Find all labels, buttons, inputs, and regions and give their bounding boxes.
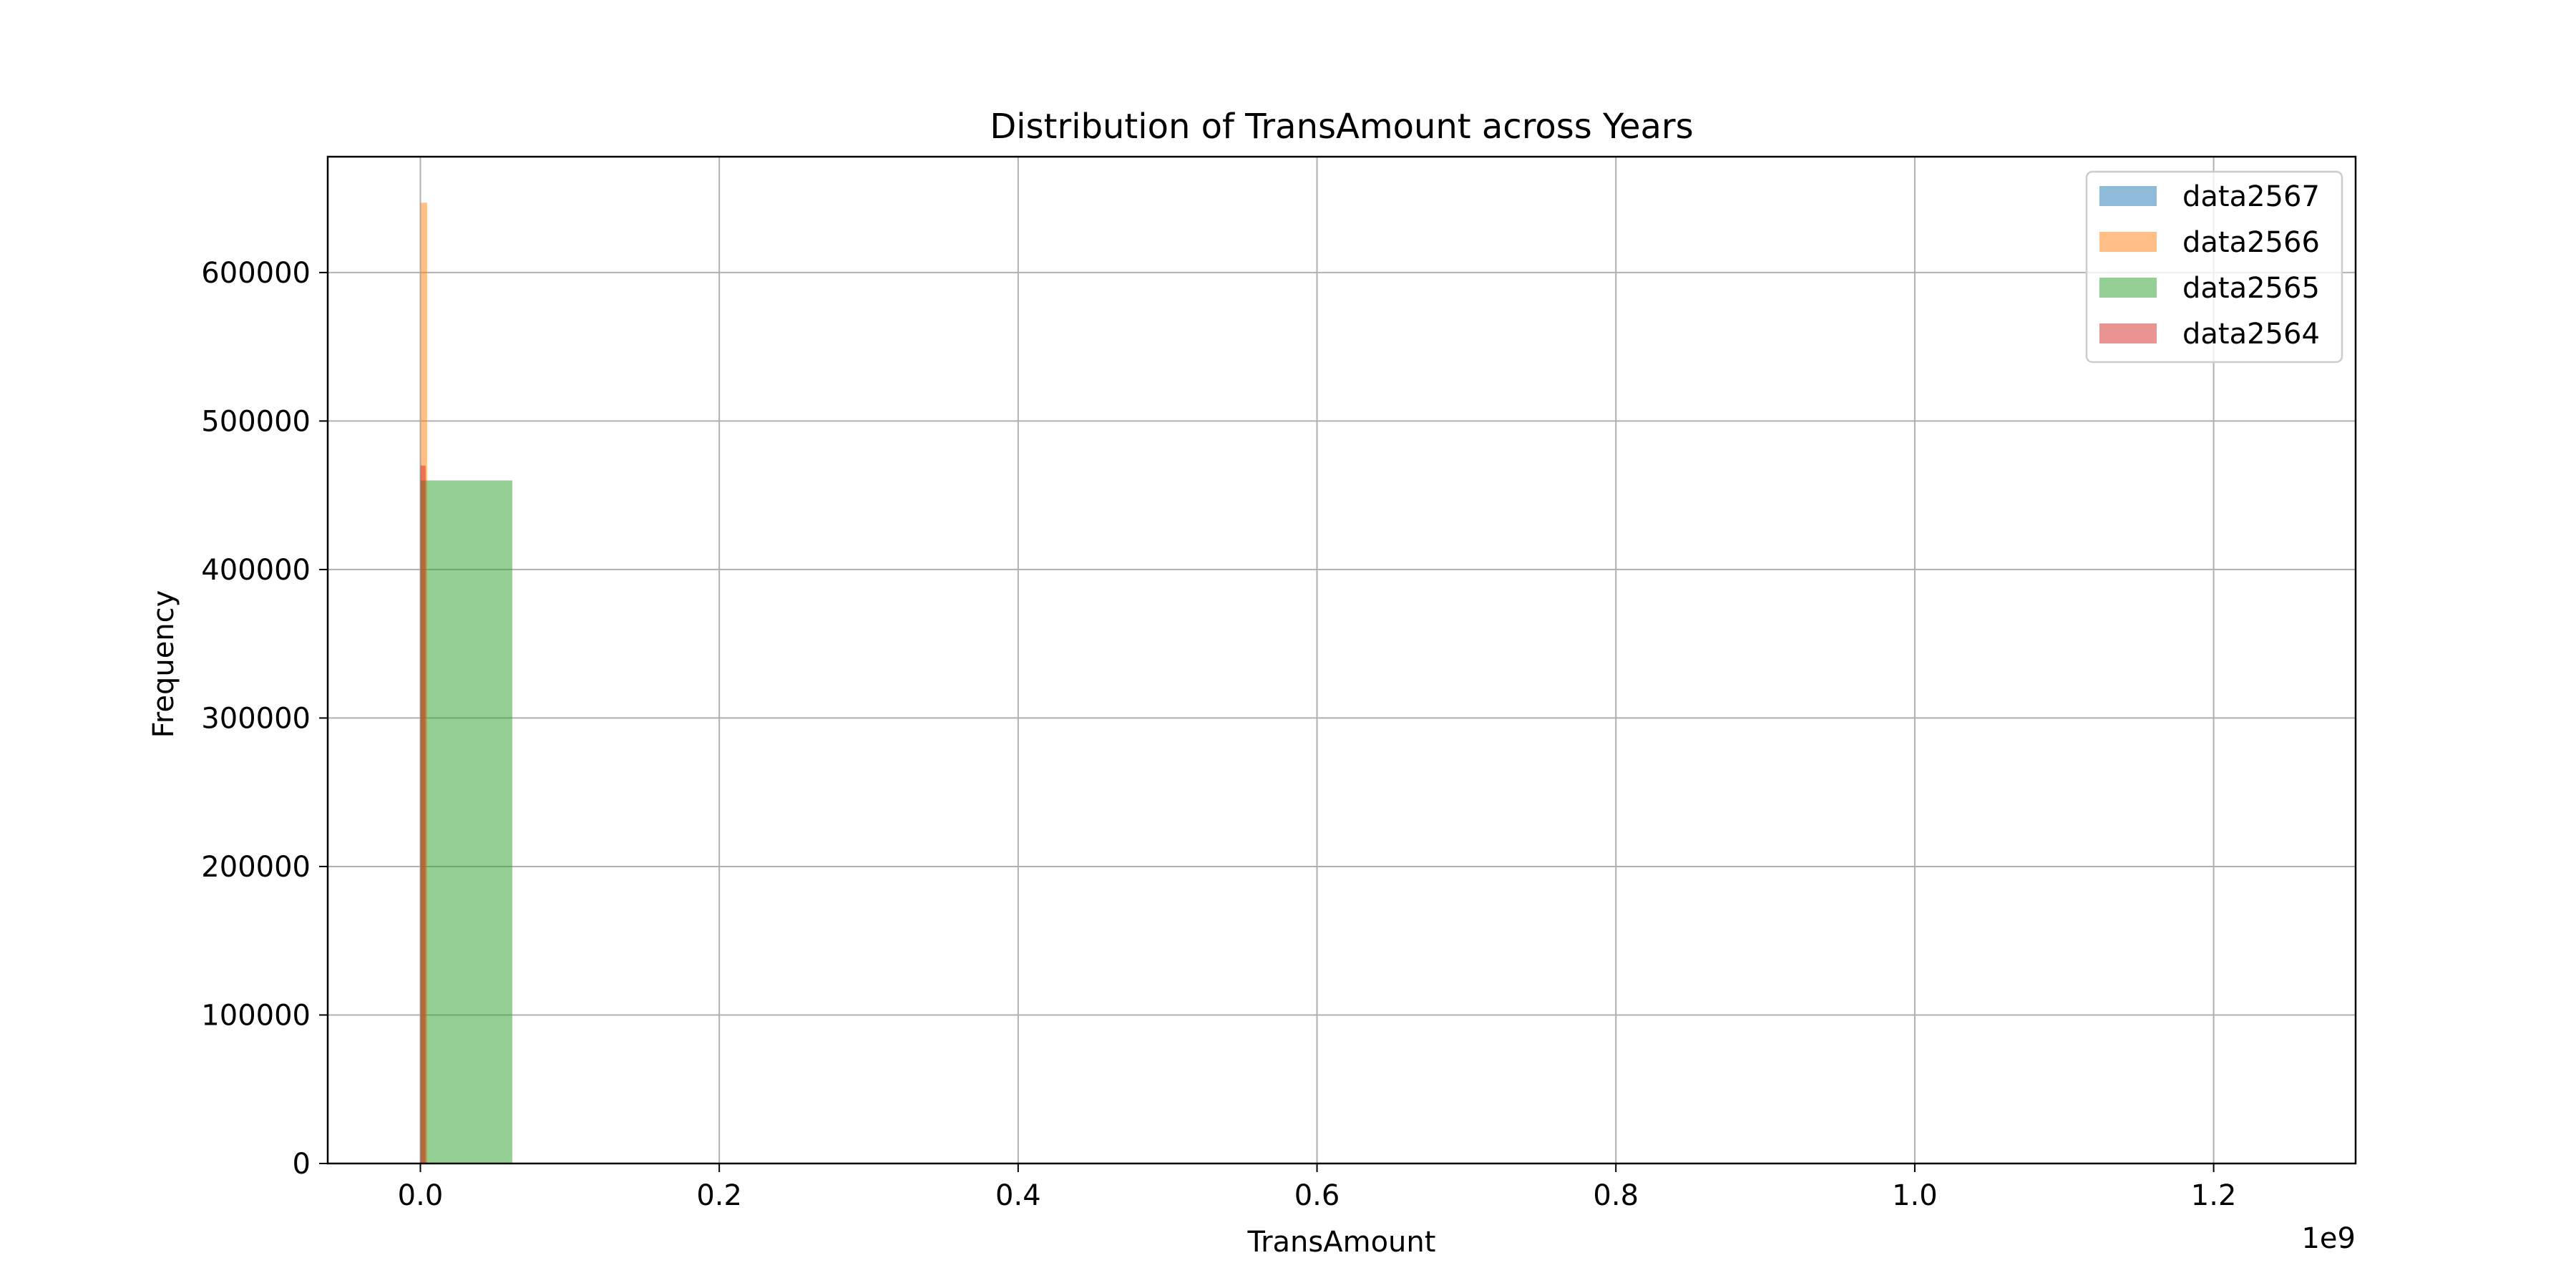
x-tick-label: 1.2 [2191, 1179, 2237, 1212]
x-axis-offset-text: 1e9 [2301, 1222, 2356, 1255]
x-axis-label: TransAmount [1247, 1226, 1436, 1259]
legend-box [2085, 170, 2343, 364]
x-tick-label: 0.0 [398, 1179, 444, 1212]
legend-swatch [2099, 186, 2157, 206]
legend-label: data2567 [2182, 180, 2320, 213]
legend-swatch [2099, 278, 2157, 298]
x-tick-label: 1.0 [1892, 1179, 1938, 1212]
plot-area [328, 157, 2356, 1163]
x-tick-label: 0.8 [1593, 1179, 1639, 1212]
chart-title: Distribution of TransAmount across Years [990, 107, 1693, 147]
histogram-bar-data2564 [420, 465, 426, 1163]
y-tick-label: 300000 [201, 702, 311, 735]
y-tick-label: 0 [293, 1148, 311, 1181]
legend-swatch [2099, 232, 2157, 252]
y-tick-label: 400000 [201, 554, 311, 587]
y-tick-label: 200000 [201, 851, 311, 884]
legend: data2567 data2566 data2565 data2564 [2085, 170, 2343, 364]
x-tick-label: 0.6 [1294, 1179, 1340, 1212]
y-axis-label: Frequency [147, 590, 180, 738]
y-tick-label: 100000 [201, 999, 311, 1032]
plot-frame [326, 155, 2357, 1165]
x-tick-label: 0.2 [696, 1179, 742, 1212]
legend-swatch [2099, 323, 2157, 343]
legend-label: data2565 [2182, 272, 2320, 305]
y-tick-label: 500000 [201, 405, 311, 438]
legend-label: data2566 [2182, 226, 2320, 259]
x-tick-label: 0.4 [995, 1179, 1041, 1212]
y-tick-label: 600000 [201, 257, 311, 290]
histogram-bars [420, 203, 512, 1164]
histogram-bar-data2565 [420, 480, 512, 1163]
legend-label: data2564 [2182, 318, 2320, 351]
axis-ticks: 0.0 0.2 0.4 0.6 0.8 1.0 1.2 0 100000 200000 300000… [201, 257, 2236, 1212]
